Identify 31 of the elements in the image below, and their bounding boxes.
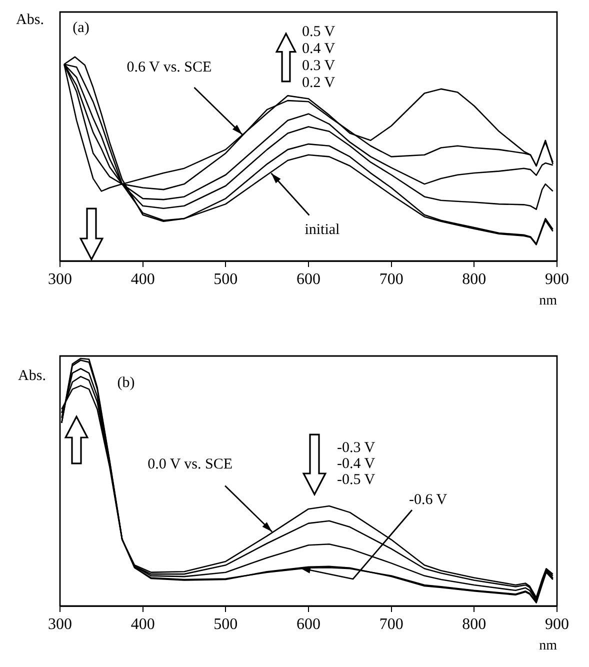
x-tick-label: 500 bbox=[214, 270, 238, 288]
chart-title: (a) bbox=[72, 20, 90, 36]
annotation: -0.6 V bbox=[409, 492, 448, 508]
annotation: -0.5 V bbox=[337, 472, 376, 488]
x-axis-title: nm bbox=[539, 293, 558, 308]
x-tick-label: 900 bbox=[545, 270, 569, 288]
x-tick-label: 800 bbox=[462, 616, 486, 633]
x-tick-label: 300 bbox=[48, 270, 72, 288]
annotation: -0.3 V bbox=[337, 440, 376, 456]
x-tick-label: 300 bbox=[48, 616, 72, 633]
x-tick-label: 700 bbox=[379, 270, 404, 288]
annotation: 0.6 V vs. SCE bbox=[126, 59, 212, 76]
x-tick-label: 600 bbox=[296, 270, 320, 288]
x-tick-label: 900 bbox=[545, 616, 569, 633]
x-tick-label: 700 bbox=[379, 616, 404, 633]
x-tick-label: 600 bbox=[296, 616, 320, 633]
x-tick-label: 800 bbox=[462, 270, 486, 288]
annotation: 0.3 V bbox=[302, 58, 336, 74]
x-tick-label: 400 bbox=[130, 270, 155, 288]
annotation: initial bbox=[304, 222, 340, 238]
annotation: -0.4 V bbox=[337, 456, 376, 472]
text: (b) bbox=[117, 374, 135, 391]
text: 0.5 V bbox=[302, 24, 336, 40]
y-axis-title: Abs. bbox=[18, 368, 46, 384]
y-axis-title: Abs. bbox=[16, 12, 44, 28]
x-tick-label: 500 bbox=[214, 616, 238, 633]
x-axis-title: nm bbox=[539, 638, 558, 654]
annotation: 0.0 V vs. SCE bbox=[148, 456, 232, 473]
x-tick-label: 400 bbox=[130, 616, 155, 633]
annotation: 0.2 V bbox=[302, 74, 336, 91]
annotation: 0.4 V bbox=[302, 40, 336, 57]
